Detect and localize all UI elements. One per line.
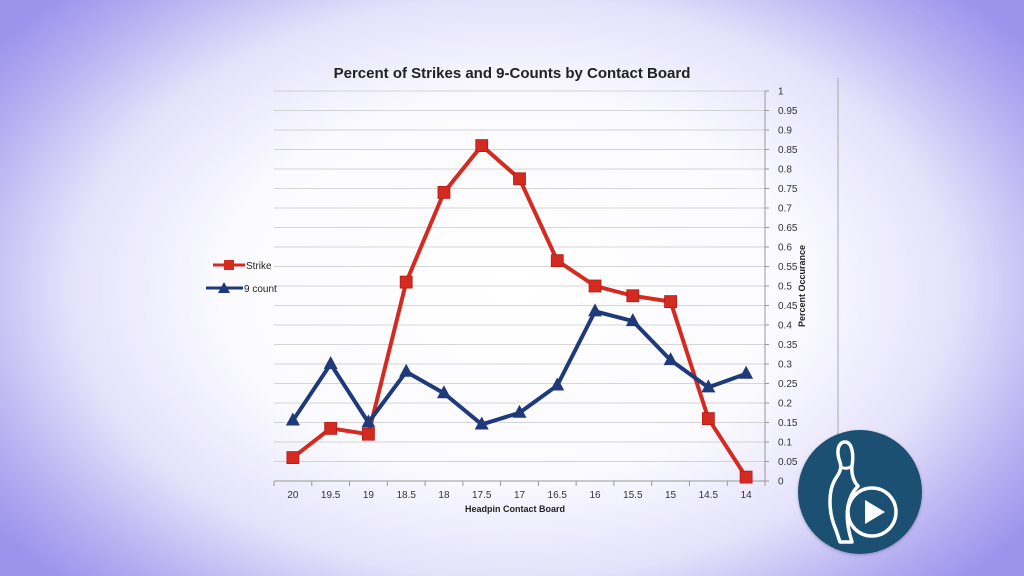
- x-tick-label: 17.5: [472, 490, 492, 501]
- play-video-button[interactable]: [798, 430, 922, 554]
- legend-item-9-count: 9 count: [206, 282, 277, 295]
- series-9-count: [285, 303, 754, 430]
- data-point-9-count: [474, 416, 489, 430]
- legend-item-strike: Strike: [213, 260, 272, 272]
- bowling-pin-play-icon: [828, 440, 898, 544]
- x-tick-label: 20: [287, 490, 299, 501]
- data-point-9-count: [550, 377, 565, 391]
- series-line-strike: [291, 143, 748, 479]
- y-tick-label: 0: [778, 477, 784, 488]
- y-tick-label: 0.5: [778, 282, 792, 293]
- y-tick-label: 0.4: [778, 321, 792, 332]
- x-tick-label: 16: [589, 490, 601, 501]
- data-point-9-count: [625, 313, 640, 327]
- y-tick-label: 0.9: [778, 126, 792, 137]
- y-tick-label: 0.95: [778, 106, 798, 117]
- y-tick-label: 0.35: [778, 340, 798, 351]
- y-tick-label: 0.1: [778, 438, 792, 449]
- y-tick-label: 0.3: [778, 360, 792, 371]
- data-point-strike: [437, 185, 451, 199]
- series-lines: [285, 139, 754, 484]
- data-point-9-count: [512, 404, 527, 418]
- x-tick-labels: 20 19.5 19 18.5 18 17.5 17 16.5 16 15.5 15 14.5 14: [273, 481, 766, 501]
- y-tick-label: 0.8: [778, 165, 792, 176]
- legend-9-count-label: 9 count: [244, 284, 277, 295]
- x-tick-label: 19.5: [321, 490, 341, 501]
- y-tick-label: 0.75: [778, 184, 798, 195]
- data-point-9-count: [588, 303, 603, 317]
- y-tick-label: 0.05: [778, 457, 798, 468]
- data-point-strike: [513, 172, 526, 186]
- y-tick-labels: 0 0.05 0.1 0.15 0.2 0.25 0.3 0.35 0.4 0.45 0.5 0.55…: [765, 87, 798, 488]
- data-point-strike: [286, 451, 300, 465]
- legend-9-count-marker: [218, 282, 230, 293]
- data-point-strike: [701, 412, 715, 426]
- data-point-9-count: [739, 365, 754, 379]
- x-tick-label: 16.5: [548, 490, 568, 501]
- chart-title: Percent of Strikes and 9-Counts by Conta…: [334, 65, 691, 82]
- data-point-strike: [362, 427, 375, 441]
- data-point-strike: [324, 421, 338, 435]
- y-tick-label: 0.15: [778, 418, 798, 429]
- y-tick-label: 0.55: [778, 262, 798, 273]
- x-tick-label: 15: [665, 490, 677, 501]
- data-point-9-count: [285, 412, 300, 426]
- data-point-strike: [550, 254, 564, 268]
- legend-strike-marker: [224, 260, 234, 270]
- data-point-9-count: [701, 379, 716, 393]
- y-tick-label: 0.7: [778, 204, 792, 215]
- x-tick-label: 17: [514, 490, 526, 501]
- data-point-strike: [399, 275, 413, 289]
- data-point-9-count: [663, 352, 678, 366]
- data-point-strike: [475, 139, 489, 153]
- data-point-9-count: [323, 356, 338, 369]
- y-tick-label: 0.2: [778, 399, 792, 410]
- x-tick-label: 19: [363, 490, 375, 501]
- x-tick-label: 18: [438, 490, 450, 501]
- data-point-9-count: [361, 414, 376, 428]
- y-tick-label: 1: [778, 87, 784, 98]
- data-point-strike: [739, 470, 753, 484]
- x-tick-label: 14.5: [699, 490, 719, 501]
- data-point-strike: [626, 289, 640, 303]
- data-point-9-count: [436, 385, 451, 399]
- y-tick-label: 0.6: [778, 243, 792, 254]
- x-axis-label: Headpin Contact Board: [465, 504, 565, 514]
- data-point-9-count: [399, 363, 414, 377]
- gridlines: [274, 90, 765, 462]
- legend-strike-label: Strike: [246, 261, 272, 272]
- chart-legend: Strike 9 count: [206, 260, 277, 295]
- y-tick-label: 0.65: [778, 223, 798, 234]
- y-tick-label: 0.85: [778, 145, 798, 156]
- y-tick-label: 0.25: [778, 379, 798, 390]
- series-strike: [286, 139, 753, 484]
- data-point-strike: [664, 295, 677, 309]
- y-tick-label: 0.45: [778, 301, 798, 312]
- x-tick-label: 15.5: [623, 490, 643, 501]
- x-tick-label: 14: [741, 490, 753, 501]
- data-point-strike: [588, 279, 602, 293]
- x-tick-label: 18.5: [396, 490, 416, 501]
- y-axis-label: Percent Occurance: [797, 245, 807, 327]
